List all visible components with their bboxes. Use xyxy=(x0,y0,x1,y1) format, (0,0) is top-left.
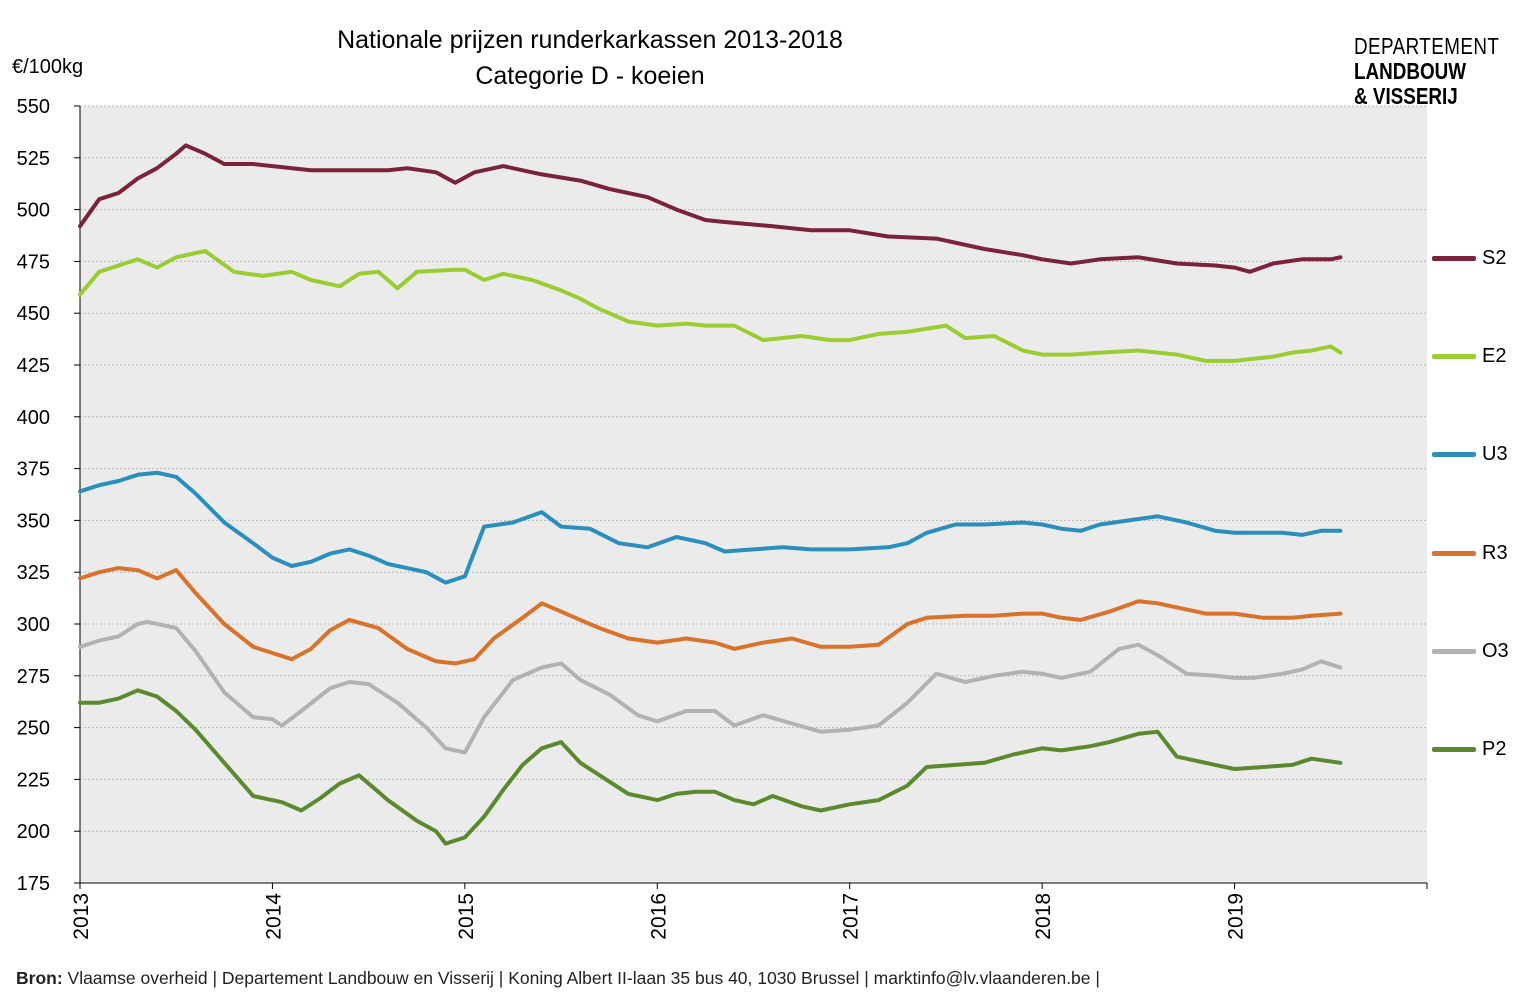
legend-swatch xyxy=(1432,746,1476,752)
department-logo: DEPARTEMENT LANDBOUW & VISSERIJ xyxy=(1354,34,1499,109)
chart-title: Nationale prijzen runderkarkassen 2013-2… xyxy=(337,26,843,54)
legend-item-p2: P2 xyxy=(1432,737,1506,761)
legend-item-u3: U3 xyxy=(1432,442,1508,466)
series-lines xyxy=(78,143,1343,846)
x-tick-label: 2018 xyxy=(1032,893,1055,940)
y-tick-label: 450 xyxy=(17,303,50,325)
y-tick-label: 475 xyxy=(17,251,50,273)
gridlines xyxy=(80,105,1427,832)
x-tick-label: 2017 xyxy=(840,893,863,940)
legend-label: U3 xyxy=(1482,442,1508,465)
plot-area xyxy=(80,106,1427,883)
y-tick-label: 325 xyxy=(17,562,50,584)
legend-swatch xyxy=(1432,550,1476,556)
series-line-e2 xyxy=(78,249,1343,363)
source-footer: Bron: Vlaamse overheid | Departement Lan… xyxy=(16,968,1100,989)
legend-label: P2 xyxy=(1482,737,1507,760)
legend-swatch xyxy=(1432,255,1476,261)
x-tick-label: 2014 xyxy=(262,893,285,940)
y-tick-label: 500 xyxy=(17,200,50,222)
legend-swatch xyxy=(1432,451,1476,457)
legend-label: S2 xyxy=(1482,246,1507,269)
logo-line-1: DEPARTEMENT xyxy=(1354,33,1500,59)
legend-swatch xyxy=(1432,648,1476,654)
x-tick-label: 2016 xyxy=(647,893,670,940)
series-line-s2 xyxy=(78,143,1343,274)
y-tick-label: 400 xyxy=(17,407,50,429)
chart-subtitle: Categorie D - koeien xyxy=(475,62,705,90)
logo-line-3: & VISSERIJ xyxy=(1354,83,1458,109)
series-line-u3 xyxy=(78,470,1343,585)
series-line-o3 xyxy=(78,619,1343,755)
legend-item-e2: E2 xyxy=(1432,344,1506,368)
source-text: Vlaamse overheid | Departement Landbouw … xyxy=(62,968,1100,988)
y-axis-label: €/100kg xyxy=(12,56,84,78)
legend-label: E2 xyxy=(1482,344,1507,367)
y-tick-label: 225 xyxy=(17,769,50,791)
y-tick-label: 200 xyxy=(17,821,50,843)
logo-line-2: LANDBOUW xyxy=(1354,58,1467,84)
y-tick-label: 525 xyxy=(17,148,50,170)
legend-item-o3: O3 xyxy=(1432,639,1509,663)
y-tick-label: 425 xyxy=(17,355,50,377)
legend-item-r3: R3 xyxy=(1432,541,1508,565)
y-tick-label: 375 xyxy=(17,459,50,481)
legend-swatch xyxy=(1432,353,1476,359)
x-tick-label: 2013 xyxy=(70,893,93,940)
y-tick-label: 250 xyxy=(17,718,50,740)
x-tick-label: 2019 xyxy=(1225,893,1248,940)
series-line-r3 xyxy=(78,566,1343,666)
series-line-p2 xyxy=(78,688,1343,846)
y-tick-label: 550 xyxy=(17,96,50,118)
axes: 175 200 225 250 275 300 325 350 375 400 425 450 475 5… xyxy=(17,96,1428,940)
y-tick-label: 275 xyxy=(17,666,50,688)
source-label: Bron: xyxy=(16,968,63,988)
legend-label: R3 xyxy=(1482,541,1508,564)
legend-label: O3 xyxy=(1482,639,1509,662)
y-tick-label: 175 xyxy=(17,873,50,895)
x-tick-label: 2015 xyxy=(455,893,478,940)
y-tick-label: 300 xyxy=(17,614,50,636)
legend-item-s2: S2 xyxy=(1432,246,1506,270)
y-tick-label: 350 xyxy=(17,510,50,532)
